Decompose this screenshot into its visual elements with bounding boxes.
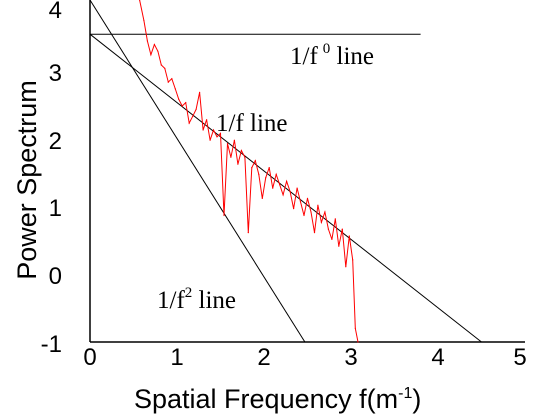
reference-lines bbox=[89, 0, 482, 343]
label-1-over-f2-end: line bbox=[192, 287, 236, 314]
data-point bbox=[219, 132, 222, 134]
data-point bbox=[192, 115, 194, 117]
ref-line-1-over-f2 bbox=[89, 0, 306, 343]
data-point bbox=[157, 50, 159, 52]
y-tick-labels: -1 0 1 2 3 4 bbox=[41, 0, 62, 358]
data-point bbox=[324, 211, 326, 213]
y-tick-label: 4 bbox=[49, 0, 62, 24]
x-tick-label: 5 bbox=[513, 344, 526, 371]
x-tick-label: 3 bbox=[344, 344, 357, 371]
x-axis-title-sup: -1 bbox=[398, 385, 412, 402]
label-1-over-f-line: 1/f line bbox=[216, 110, 288, 137]
data-point bbox=[216, 136, 218, 138]
data-point bbox=[279, 184, 281, 186]
data-point bbox=[230, 156, 232, 158]
data-point bbox=[306, 197, 309, 199]
label-1-over-f0-main: 1/f bbox=[290, 43, 318, 70]
data-point bbox=[320, 221, 322, 223]
data-point bbox=[223, 214, 225, 217]
y-tick-label: -1 bbox=[41, 331, 62, 358]
data-point bbox=[244, 156, 246, 158]
x-tick-label: 0 bbox=[83, 344, 96, 371]
data-point bbox=[139, 0, 141, 1]
data-point bbox=[345, 266, 347, 268]
data-point bbox=[293, 208, 295, 210]
data-point bbox=[268, 167, 270, 169]
y-tick-label: 0 bbox=[49, 263, 62, 290]
data-point bbox=[317, 204, 319, 206]
data-point bbox=[303, 214, 305, 217]
data-point bbox=[282, 194, 284, 196]
data-point bbox=[153, 43, 155, 46]
data-point bbox=[352, 259, 354, 261]
data-point bbox=[251, 167, 253, 169]
data-point bbox=[167, 81, 169, 83]
data-point bbox=[258, 173, 260, 175]
series-points bbox=[139, 0, 359, 343]
data-point bbox=[181, 105, 183, 107]
data-point bbox=[296, 187, 298, 189]
plot-area bbox=[89, 0, 525, 343]
y-tick-label: 3 bbox=[49, 60, 62, 87]
data-point bbox=[160, 64, 162, 66]
data-point bbox=[310, 211, 312, 213]
data-point bbox=[164, 67, 166, 69]
data-point bbox=[331, 238, 333, 240]
data-point bbox=[143, 19, 145, 22]
data-point bbox=[195, 108, 197, 110]
data-point bbox=[146, 40, 148, 42]
data-point bbox=[178, 98, 180, 100]
data-point bbox=[247, 232, 249, 234]
data-point bbox=[150, 54, 152, 56]
data-point bbox=[357, 341, 359, 343]
x-tick-label: 1 bbox=[170, 344, 183, 371]
data-point bbox=[354, 327, 356, 329]
data-point bbox=[233, 139, 235, 141]
data-point bbox=[265, 177, 267, 179]
data-point bbox=[209, 139, 211, 141]
data-point bbox=[275, 173, 277, 175]
data-point bbox=[171, 78, 173, 80]
data-point bbox=[240, 149, 242, 152]
data-point bbox=[174, 88, 176, 90]
data-point bbox=[254, 160, 256, 162]
data-point bbox=[199, 91, 201, 93]
x-tick-label: 2 bbox=[257, 344, 270, 371]
data-point bbox=[327, 228, 329, 230]
data-point bbox=[341, 228, 343, 230]
data-point bbox=[202, 129, 204, 131]
label-1-over-f2-main: 1/f bbox=[157, 287, 185, 314]
data-point bbox=[286, 180, 288, 182]
data-point bbox=[206, 119, 208, 121]
ref-line-1-over-f bbox=[89, 33, 482, 343]
data-point bbox=[338, 245, 340, 247]
data-point bbox=[348, 235, 350, 237]
label-1-over-f0-sup: 0 bbox=[323, 41, 331, 57]
data-point bbox=[261, 197, 263, 199]
x-tick-labels: 0 1 2 3 4 5 bbox=[83, 344, 526, 371]
x-axis-title: Spatial Frequency f(m-1) bbox=[134, 384, 421, 414]
data-point bbox=[289, 190, 291, 193]
data-point bbox=[185, 102, 187, 104]
label-1-over-f2-line: 1/f2 line bbox=[157, 285, 236, 314]
data-point bbox=[212, 129, 215, 131]
data-point bbox=[334, 218, 336, 220]
y-tick-label: 1 bbox=[49, 195, 62, 222]
data-point bbox=[226, 143, 229, 145]
x-tick-label: 4 bbox=[431, 344, 444, 371]
y-tick-label: 2 bbox=[49, 128, 62, 155]
power-spectrum-series-line bbox=[139, 0, 359, 343]
data-point bbox=[299, 201, 302, 203]
label-1-over-f2-sup: 2 bbox=[185, 285, 193, 301]
label-1-over-f0-line: 1/f 0 line bbox=[290, 41, 374, 70]
data-point bbox=[237, 163, 239, 165]
data-point bbox=[188, 122, 190, 124]
label-1-over-f0-end: line bbox=[330, 43, 374, 70]
data-point bbox=[272, 187, 274, 189]
x-axis-title-main: Spatial Frequency f(m bbox=[134, 384, 398, 414]
y-axis-title: Power Spectrum bbox=[12, 80, 42, 280]
x-axis-title-end: ) bbox=[412, 384, 421, 414]
data-point bbox=[313, 232, 316, 234]
